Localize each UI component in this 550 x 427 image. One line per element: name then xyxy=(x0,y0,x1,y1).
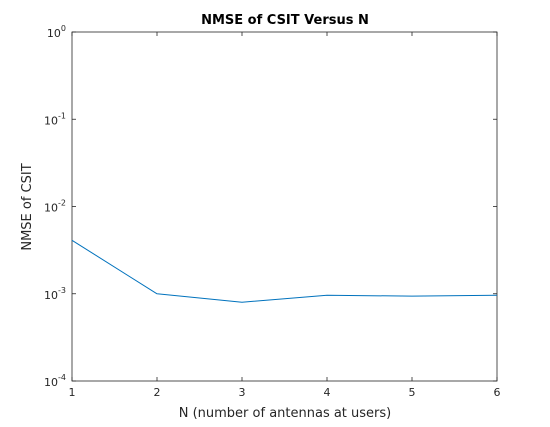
series-layer xyxy=(71,239,499,304)
data-point xyxy=(71,239,74,242)
x-tick-label: 2 xyxy=(154,386,161,399)
series-line-nmse xyxy=(71,239,498,303)
x-tick-label: 1 xyxy=(69,386,76,399)
data-point xyxy=(496,294,499,297)
y-tick-label: 100 xyxy=(47,24,66,40)
x-tick-label: 3 xyxy=(239,386,246,399)
data-point xyxy=(156,292,159,295)
data-point xyxy=(326,294,329,297)
y-tick-label: 10-2 xyxy=(44,199,66,215)
plot-area xyxy=(71,31,498,382)
x-axis-label: N (number of antennas at users) xyxy=(179,406,392,421)
data-point xyxy=(411,295,414,298)
axes: 1 2 3 4 5 6 100 10-1 10-2 10-3 10-4 xyxy=(44,24,500,399)
x-tick-label: 6 xyxy=(494,386,501,399)
data-point xyxy=(241,301,244,304)
chart-title: NMSE of CSIT Versus N xyxy=(201,13,369,28)
y-tick-label: 10-1 xyxy=(44,111,66,127)
y-tick-label: 10-3 xyxy=(44,286,66,302)
y-tick-label: 10-4 xyxy=(44,373,66,389)
x-tick-label: 4 xyxy=(324,386,331,399)
y-axis-label: NMSE of CSIT xyxy=(20,163,35,250)
x-tick-label: 5 xyxy=(409,386,416,399)
